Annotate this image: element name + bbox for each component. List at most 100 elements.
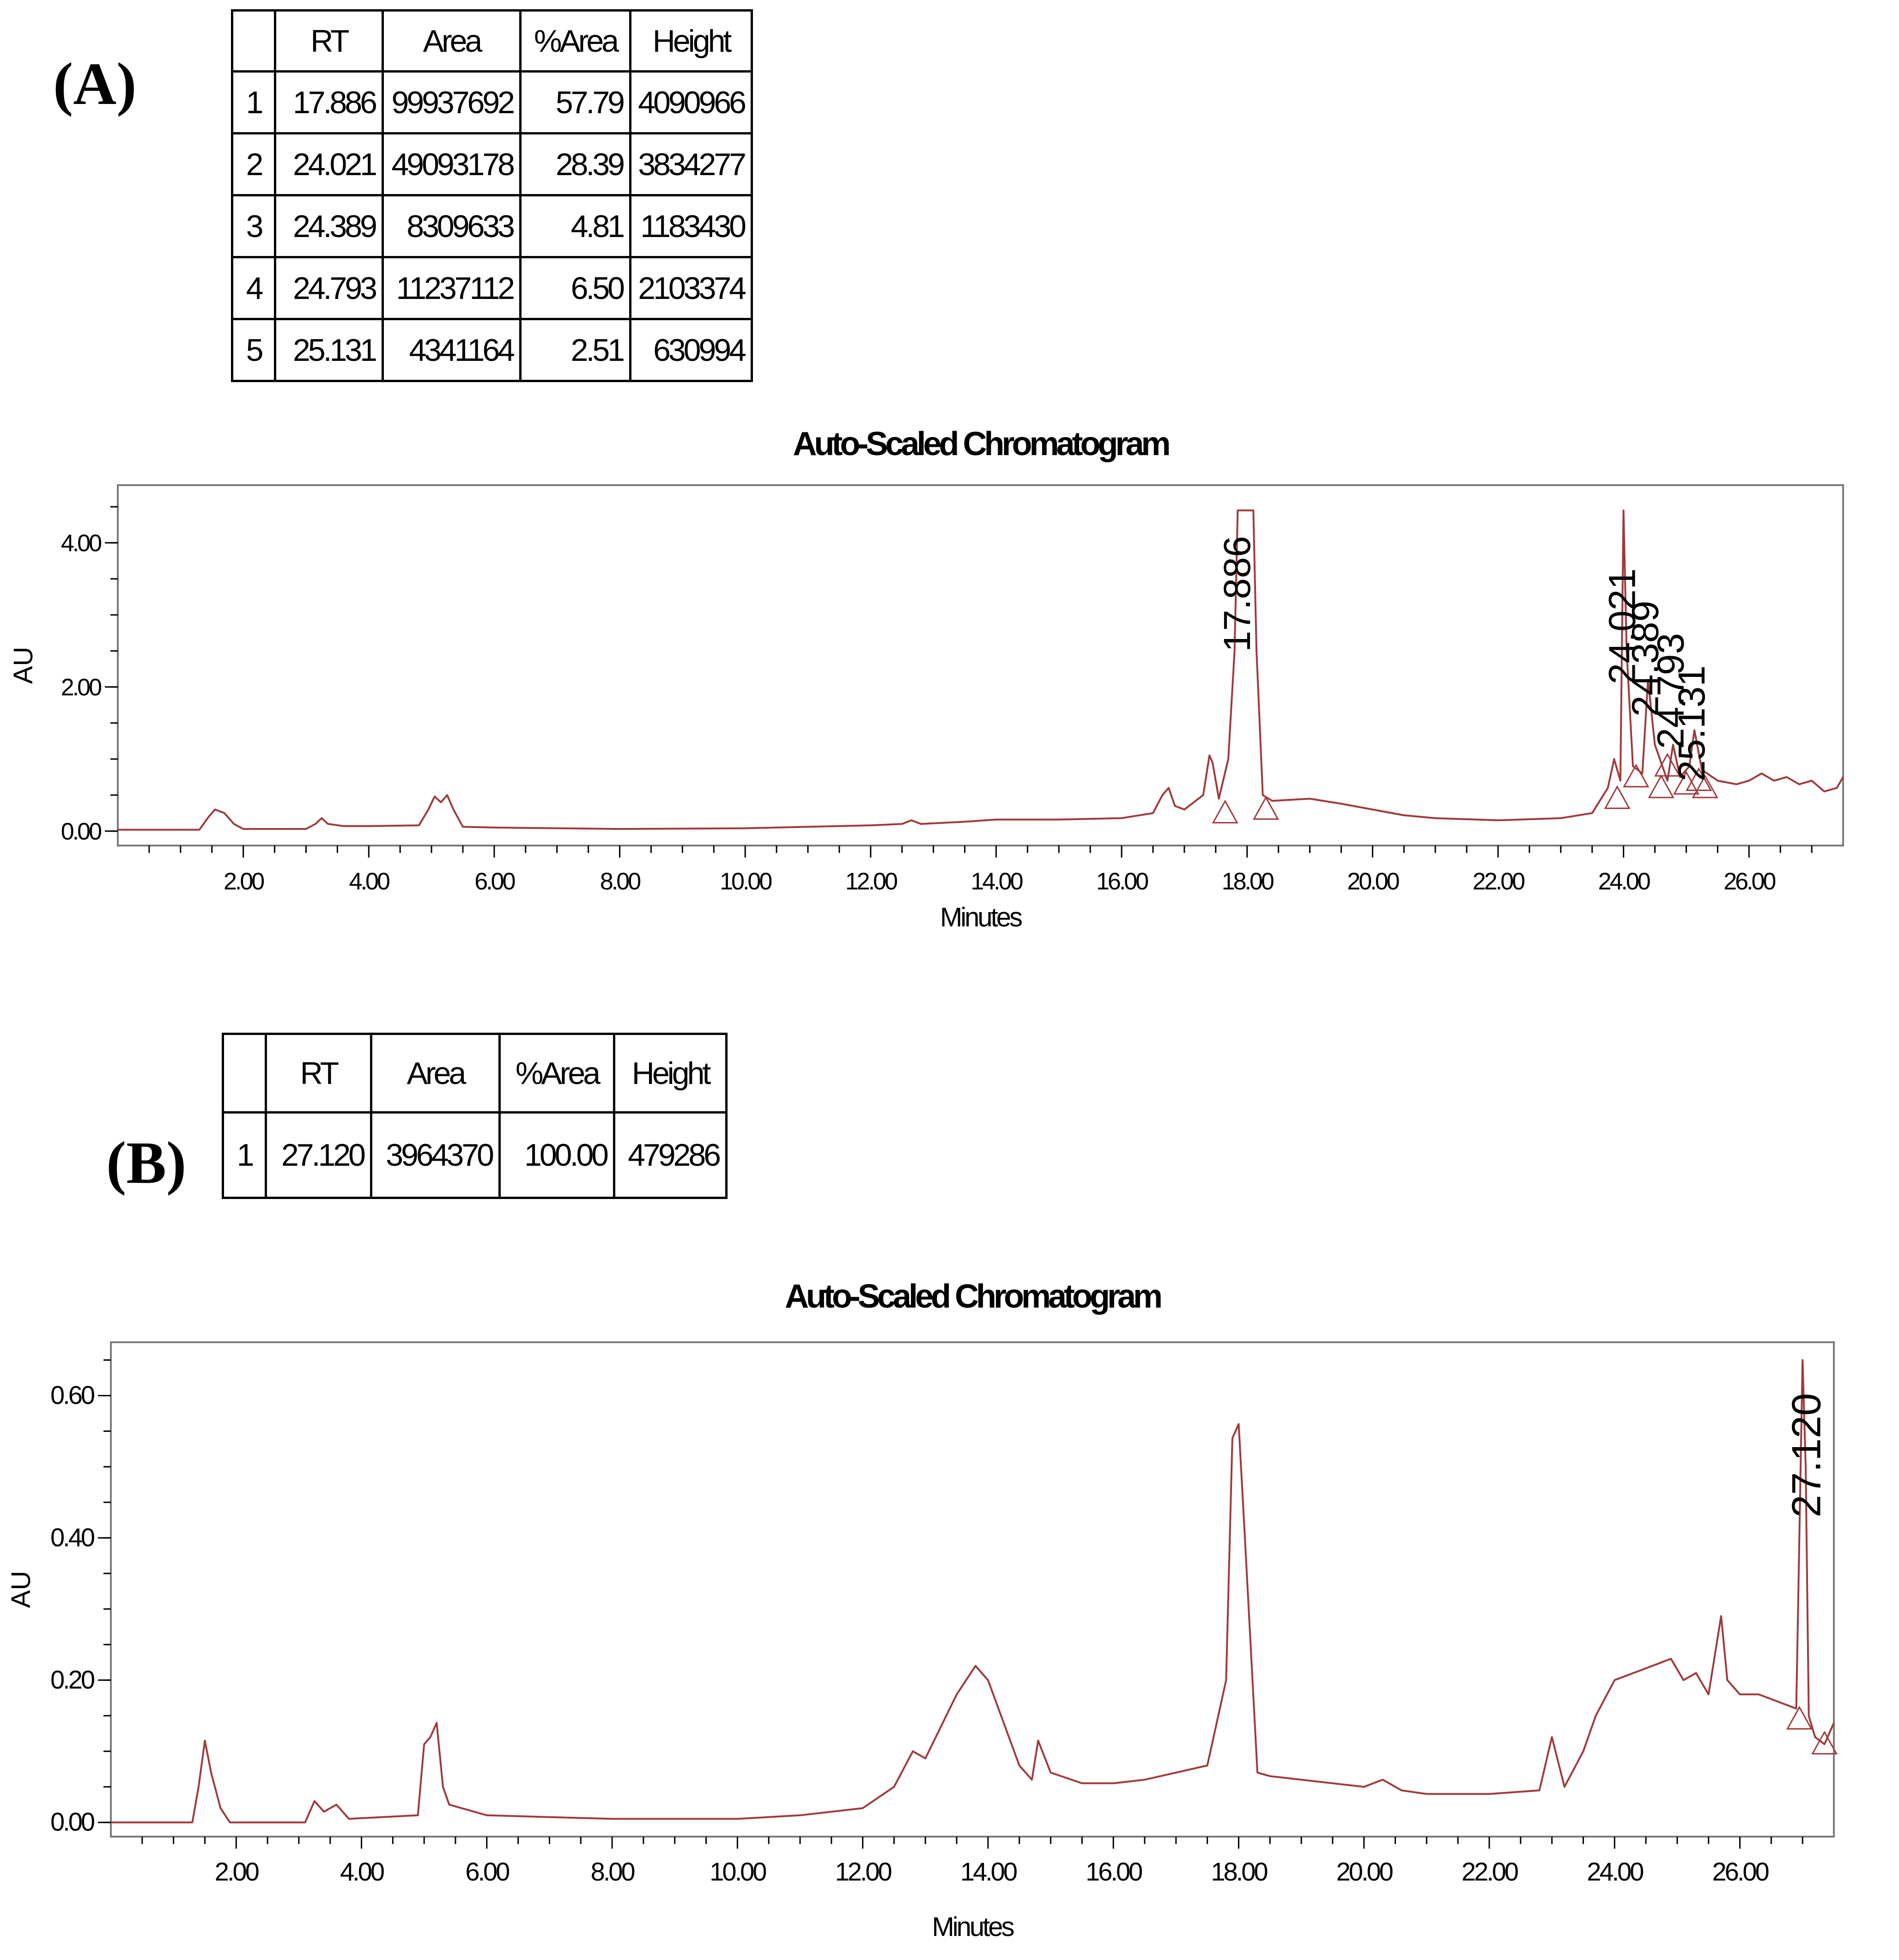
x-tick-label: 6.00 [465,1857,509,1886]
x-tick-label: 12.00 [835,1857,892,1886]
y-tick-label: 0.00 [61,818,101,845]
plot-frame [110,1341,1835,1838]
col-index-header [231,9,276,73]
x-tick-label: 10.00 [720,868,771,895]
x-tick-label: 8.00 [600,868,640,895]
col-rt-header: RT [274,9,384,73]
x-tick-label: 26.00 [1712,1857,1768,1886]
baseline-marker [1654,753,1681,777]
x-axis-label: Minutes [932,1912,1013,1942]
y-tick-label: 4.00 [61,530,101,557]
col-pct-area-header: %Area [519,9,631,73]
baseline-marker [1811,1730,1838,1755]
y-axis-label: AU [6,1571,36,1608]
baseline-marker [1604,785,1631,809]
col-index-header [222,1033,267,1114]
x-axis-label: Minutes [940,902,1022,932]
baseline-marker [1648,774,1675,798]
rt-value: 27.120 [265,1111,372,1199]
peak-label: 25.131 [1671,665,1713,781]
x-tick-label: 4.00 [349,868,389,895]
x-tick-label: 6.00 [474,868,515,895]
peak-label: 24.793 [1650,633,1692,749]
chromatogram-b: Auto-Scaled Chromatogram Minutes AU 2.00 4.0… [6,1278,1838,1942]
table-row: 2 24.021 49093178 28.39 3834277 [231,132,753,196]
area-value: 8309633 [382,194,522,258]
height-value: 3834277 [629,132,753,196]
y-tick-label: 0.60 [50,1380,94,1409]
pct-area-value: 28.39 [519,132,631,196]
panel-a-label: (A) [53,51,136,117]
peak-label: 27.120 [1783,1393,1829,1517]
x-tick-label: 16.00 [1096,868,1148,895]
x-tick-label: 26.00 [1723,868,1775,895]
baseline-marker [1212,799,1238,824]
x-tick-label: 2.00 [224,868,264,895]
pct-area-value: 57.79 [519,70,631,134]
col-rt-header: RT [265,1033,372,1114]
height-value: 2103374 [629,256,753,320]
x-tick-label: 16.00 [1086,1857,1142,1886]
chromatogram-trace [111,1359,1835,1824]
col-pct-area-header: %Area [498,1033,615,1114]
col-height-header: Height [613,1033,728,1114]
rt-value: 24.389 [274,194,384,258]
x-tick-label: 22.00 [1462,1857,1518,1886]
x-tick-label: 20.00 [1336,1857,1393,1886]
pct-area-value: 4.81 [519,194,631,258]
baseline-marker [1686,767,1712,791]
table-row: 4 24.793 11237112 6.50 2103374 [231,256,753,320]
rt-value: 24.793 [274,256,384,320]
x-tick-label: 8.00 [591,1857,635,1886]
table-row: 1 27.120 3964370 100.00 479286 [222,1111,728,1199]
table-row: 3 24.389 8309633 4.81 1183430 [231,194,753,258]
x-tick-label: 18.00 [1222,868,1274,895]
pct-area-value: 100.00 [498,1111,615,1199]
baseline-marker [1623,763,1650,788]
baseline-marker [1786,1705,1813,1730]
row-index: 4 [231,256,276,320]
row-index: 1 [222,1111,267,1199]
x-tick-label: 24.00 [1587,1857,1643,1886]
x-tick-label: 18.00 [1211,1857,1267,1886]
baseline-marker [1673,771,1700,795]
x-tick-label: 14.00 [971,868,1022,895]
area-value: 99937692 [382,70,522,134]
height-value: 4090966 [629,70,753,134]
baseline-marker [1252,796,1280,820]
col-height-header: Height [629,9,753,73]
rt-value: 24.021 [274,132,384,196]
rt-value: 17.886 [274,70,384,134]
pct-area-value: 2.51 [519,318,631,382]
y-axis-label: AU [8,647,38,684]
x-tick-label: 20.00 [1347,868,1399,895]
height-value: 479286 [613,1111,728,1199]
baseline-marker [1692,774,1718,798]
x-tick-label: 22.00 [1473,868,1524,895]
chart-title: Auto-Scaled Chromatogram [793,426,1169,463]
row-index: 3 [231,194,276,258]
panel-b-label: (B) [106,1130,186,1196]
col-area-header: Area [382,9,522,73]
chart-title: Auto-Scaled Chromatogram [785,1278,1161,1315]
row-index: 5 [231,318,276,382]
peak-table-a: RT Area %Area Height 1 17.886 99937692 5… [231,9,753,382]
peak-label: 17.886 [1216,536,1258,652]
chromatogram-a: Auto-Scaled Chromatogram Minutes AU 2.00 4.0… [8,426,1844,932]
y-tick-label: 0.20 [50,1665,94,1694]
area-value: 4341164 [382,318,522,382]
x-tick-label: 24.00 [1598,868,1650,895]
table-row: 1 17.886 99937692 57.79 4090966 [231,70,753,134]
y-tick-label: 0.00 [50,1807,94,1836]
x-tick-label: 10.00 [710,1857,766,1886]
col-area-header: Area [370,1033,501,1114]
peak-label: 24.021 [1601,568,1643,684]
y-tick-label: 2.00 [61,674,101,701]
area-value: 3964370 [370,1111,501,1199]
peak-table-b: RT Area %Area Height 1 27.120 3964370 10… [222,1033,728,1199]
x-tick-label: 14.00 [960,1857,1017,1886]
rt-value: 25.131 [274,318,384,382]
x-tick-label: 2.00 [215,1857,259,1886]
area-value: 49093178 [382,132,522,196]
